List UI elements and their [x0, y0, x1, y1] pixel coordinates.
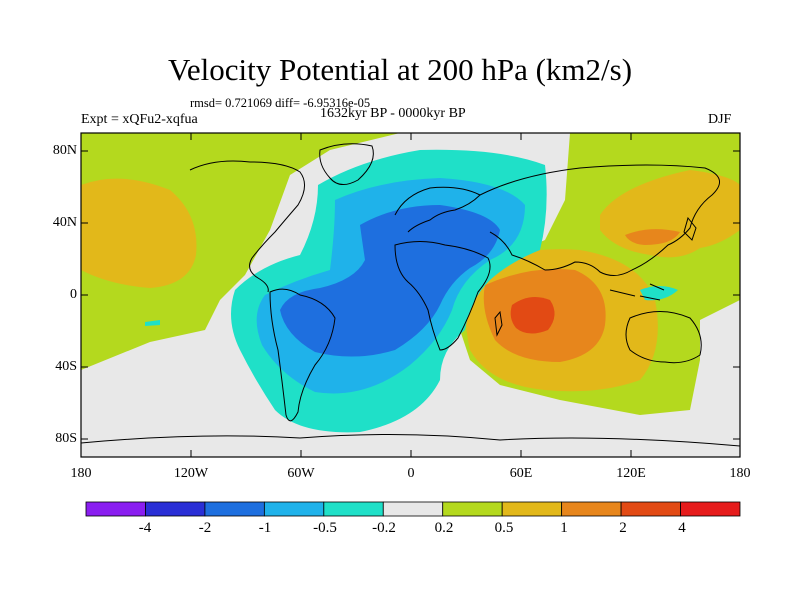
colorbar-swatch [323, 501, 384, 517]
negative-spot-pacific [145, 320, 160, 326]
coast-antarctica [81, 433, 740, 447]
lat-label-40s: 40S [55, 359, 77, 374]
colorbar-swatch [204, 501, 265, 517]
lat-label-equator: 0 [70, 287, 77, 302]
colorbar-label: -4 [138, 520, 152, 536]
positive-core-asia-inner [625, 229, 680, 245]
lon-label-120w: 120W [173, 466, 209, 481]
period-label: 1632kyr BP - 0000kyr BP [320, 106, 466, 121]
coast-australia [625, 311, 702, 364]
lon-label-120e: 120E [616, 466, 646, 481]
coast-indonesia [609, 283, 665, 301]
colorbar-label: 1 [560, 520, 568, 536]
lon-label-0: 0 [407, 466, 415, 481]
experiment-label: Expt = xQFu2-xqfua [81, 112, 198, 127]
coast-asia [479, 164, 720, 276]
colorbar-label: 0.2 [434, 520, 454, 536]
coast-greenland [319, 143, 374, 185]
colorbar-swatch [620, 501, 681, 517]
colorbar-label: 0.5 [494, 520, 514, 536]
colorbar-label: -2 [198, 520, 212, 536]
colorbar-label: -0.5 [313, 520, 337, 536]
coast-japan [683, 216, 697, 241]
colorbar-swatch [145, 501, 206, 517]
coast-europe [394, 186, 481, 233]
negative-spot-maritime [640, 286, 678, 301]
lat-label-80s: 80S [55, 431, 77, 446]
axis-ticks [80, 133, 741, 457]
colorbar-swatch [85, 501, 146, 517]
colorbar-swatch [561, 501, 622, 517]
stats-text: rmsd= 0.721069 diff= -6.95316e-05 [190, 96, 371, 110]
map-title: Velocity Potential at 200 hPa (km2/s) [167, 52, 633, 87]
coast-madagascar [494, 310, 503, 337]
positive-core-east-pacific [81, 178, 197, 288]
lon-label-60w: 60W [287, 466, 315, 481]
positive-ring-indian-3 [510, 296, 555, 334]
colorbar-swatch [501, 501, 563, 517]
lat-label-80n: 80N [52, 143, 77, 158]
colorbar-swatch [382, 501, 444, 517]
colorbar-swatch [442, 501, 503, 517]
colorbar-label: -0.2 [372, 520, 396, 536]
lon-label-180w: 180 [70, 466, 92, 481]
lon-label-60e: 60E [509, 466, 533, 481]
colorbar-label: 2 [619, 520, 627, 536]
colorbar-label: 4 [678, 520, 686, 536]
colorbar-swatch [680, 501, 741, 517]
field-layer [81, 133, 740, 457]
coast-africa [394, 241, 491, 351]
lat-label-40n: 40N [52, 215, 77, 230]
coast-south-america [269, 288, 336, 422]
lon-label-180e: 180 [729, 466, 751, 481]
colorbar-swatch [263, 501, 325, 517]
season-label: DJF [708, 112, 732, 127]
colorbar [85, 501, 741, 517]
colorbar-label: -1 [258, 520, 272, 536]
coastlines [81, 143, 740, 447]
coast-north-america [189, 160, 305, 293]
